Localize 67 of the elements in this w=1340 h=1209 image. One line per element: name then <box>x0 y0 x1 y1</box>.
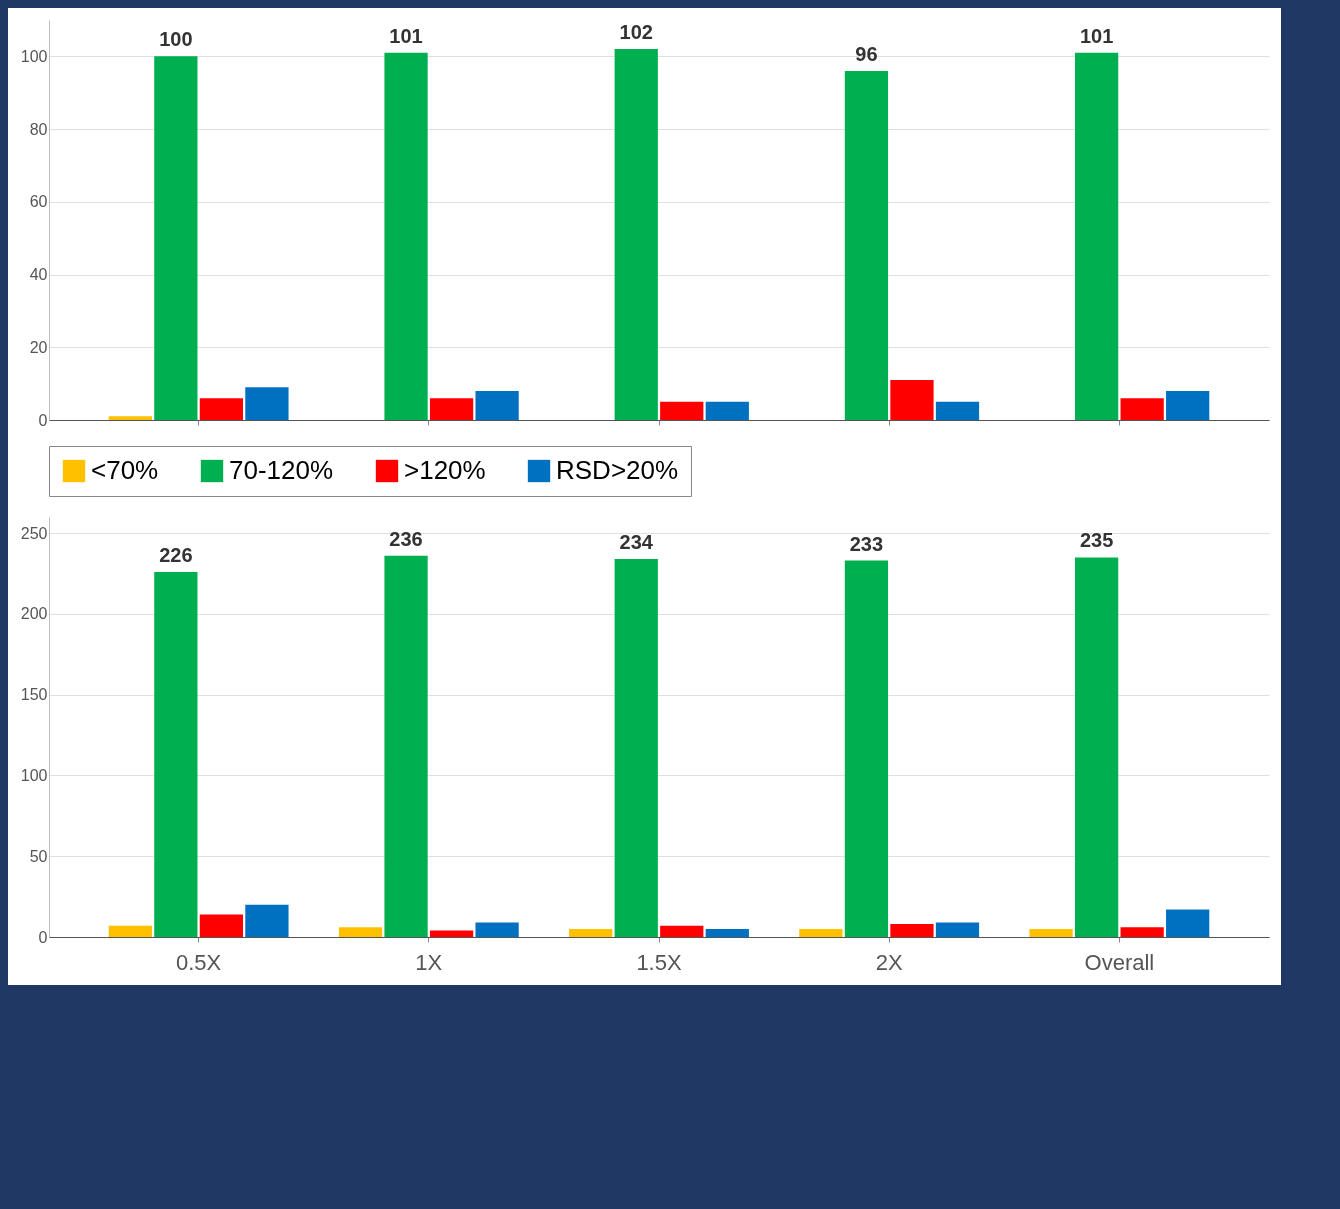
y-tick-label: 50 <box>29 847 48 865</box>
bar <box>199 914 244 937</box>
data-label: 96 <box>855 42 878 65</box>
bar <box>338 927 383 937</box>
y-tick-label: 0 <box>38 411 48 429</box>
bar <box>1120 927 1164 937</box>
bar <box>890 380 934 420</box>
bar <box>108 416 152 420</box>
bar <box>154 56 198 420</box>
data-label: 234 <box>619 531 654 553</box>
bar <box>245 387 289 420</box>
bar <box>935 922 980 937</box>
x-tick-label: 0.5X <box>175 949 222 975</box>
bar <box>429 398 474 420</box>
bar <box>705 928 749 937</box>
legend-label: >120% <box>404 455 486 485</box>
bar <box>1074 52 1119 420</box>
legend-label: RSD>20% <box>556 455 679 485</box>
bar <box>890 924 934 937</box>
bar <box>475 390 519 420</box>
bar <box>935 401 980 420</box>
y-tick-label: 200 <box>20 605 48 623</box>
bar <box>245 904 289 937</box>
bar <box>660 925 704 937</box>
bar <box>475 922 519 937</box>
bar <box>614 559 658 937</box>
bar <box>660 401 704 420</box>
bar <box>1074 557 1119 937</box>
bar <box>1029 928 1073 937</box>
bar <box>1166 909 1210 937</box>
bar <box>108 925 152 937</box>
data-label: 100 <box>159 28 193 51</box>
data-label: 102 <box>619 21 653 44</box>
legend-label: <70% <box>91 455 159 485</box>
y-tick-label: 0 <box>38 928 48 946</box>
bar <box>799 928 843 937</box>
x-tick-label: Overall <box>1084 949 1155 975</box>
bar <box>705 401 749 420</box>
y-tick-label: 60 <box>29 193 48 211</box>
x-tick-label: 2X <box>875 949 903 975</box>
data-label: 101 <box>389 24 423 47</box>
y-tick-label: 80 <box>29 120 48 138</box>
bar <box>1120 398 1164 420</box>
bar <box>199 398 244 420</box>
x-tick-label: 1X <box>415 949 443 975</box>
data-label: 226 <box>159 543 193 566</box>
bar <box>1166 390 1210 420</box>
bar <box>569 928 613 937</box>
bar <box>384 52 428 420</box>
bar <box>844 70 889 420</box>
y-tick-label: 40 <box>29 266 48 284</box>
data-label: 235 <box>1079 529 1114 552</box>
bar <box>844 560 889 937</box>
data-label: 233 <box>849 532 884 555</box>
legend-label: 70-120% <box>229 455 334 485</box>
y-tick-label: 250 <box>20 524 48 542</box>
y-tick-label: 150 <box>20 686 48 704</box>
y-tick-label: 100 <box>20 47 48 65</box>
x-tick-label: 1.5X <box>636 949 682 975</box>
y-tick-label: 100 <box>20 766 48 784</box>
bar <box>614 49 658 420</box>
bar <box>384 555 428 937</box>
data-label: 101 <box>1079 24 1114 47</box>
y-tick-label: 20 <box>29 338 48 356</box>
bar <box>154 571 198 937</box>
data-label: 236 <box>389 527 423 550</box>
bar <box>429 930 474 937</box>
